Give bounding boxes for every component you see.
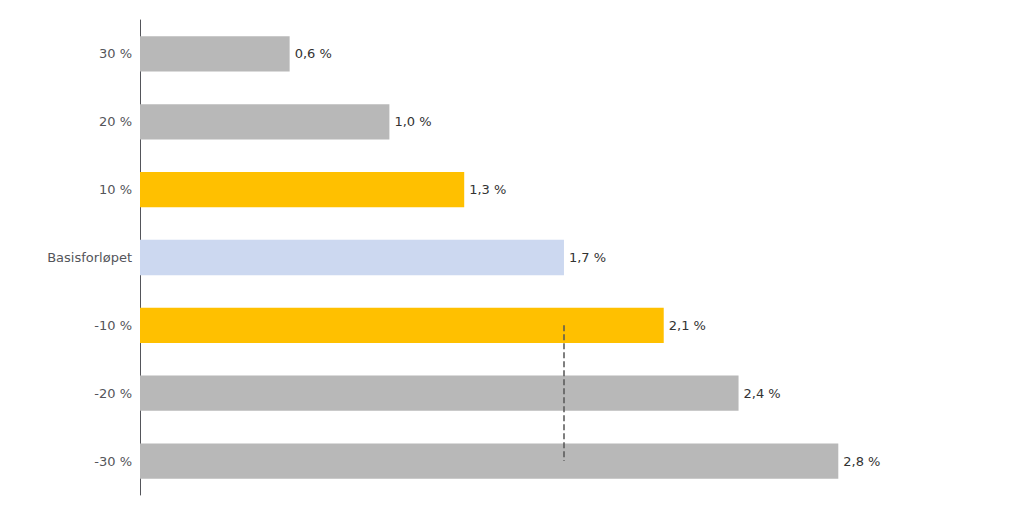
svg-text:0,6 %: 0,6 %	[295, 46, 332, 61]
svg-text:2,8 %: 2,8 %	[843, 454, 880, 469]
svg-text:-30 %: -30 %	[94, 454, 132, 469]
svg-text:1,3 %: 1,3 %	[469, 182, 506, 197]
svg-text:20 %: 20 %	[99, 114, 132, 129]
svg-text:10 %: 10 %	[99, 182, 132, 197]
svg-text:30 %: 30 %	[99, 46, 132, 61]
svg-text:2,1 %: 2,1 %	[669, 318, 706, 333]
svg-text:1,0 %: 1,0 %	[394, 114, 431, 129]
svg-text:-10 %: -10 %	[94, 318, 132, 333]
svg-text:2,4 %: 2,4 %	[744, 386, 781, 401]
svg-text:-20 %: -20 %	[94, 386, 132, 401]
svg-text:1,7 %: 1,7 %	[569, 250, 606, 265]
svg-text:Basisforløpet: Basisforløpet	[47, 250, 132, 265]
